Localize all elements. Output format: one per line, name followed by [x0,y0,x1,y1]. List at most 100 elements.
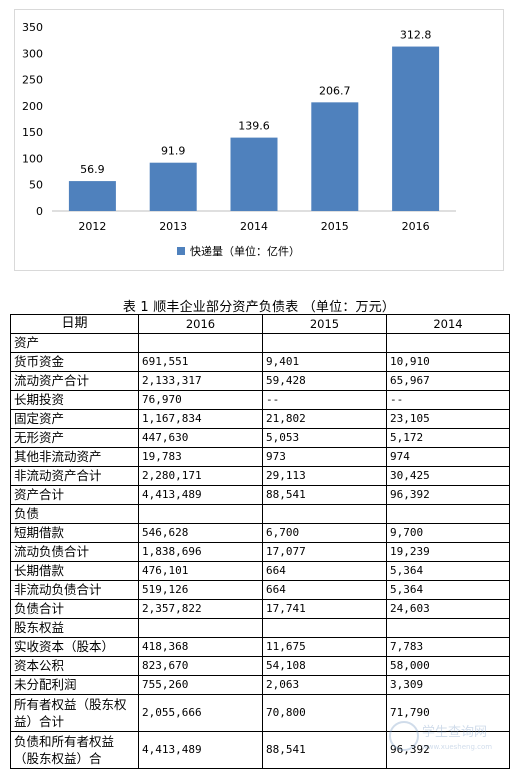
table-row: 固定资产 1,167,834 21,802 23,105 [10,409,510,429]
table-row: 资本公积 823,670 54,108 58,000 [10,656,510,676]
row-label: 短期借款 [10,523,139,543]
cell-2015: 9,401 [262,352,387,372]
cell-2014: 23,105 [386,409,510,429]
row-label: 负债合计 [10,599,139,619]
table-row: 其他非流动资产 19,783 973 974 [10,447,510,467]
bar-2013 [149,162,197,211]
table-row: 负债和所有者权益（股东权益）合 4,413,489 88,541 96,392 [10,731,510,769]
table-row: 实收资本（股本） 418,368 11,675 7,783 [10,637,510,657]
table-row: 货币资金 691,551 9,401 10,910 [10,352,510,372]
y-tick-label: 300 [22,47,43,60]
row-label: 长期借款 [10,561,139,581]
row-label: 资产合计 [10,485,139,505]
table-row: 流动资产合计 2,133,317 59,428 65,967 [10,371,510,391]
bar-2012 [68,181,116,211]
cell-2016: 755,260 [138,675,263,695]
cell-2016: 76,970 [138,390,263,410]
y-tick-label: 150 [22,126,43,139]
cell-2014: 5,364 [386,580,510,600]
cell-2015: 70,800 [262,694,387,732]
cell-2014: 10,910 [386,352,510,372]
bar-value-label: 139.6 [238,120,270,133]
cell-2014: 5,364 [386,561,510,581]
row-label: 所有者权益（股东权益）合计 [10,694,139,732]
x-tick-label: 2012 [78,220,106,233]
table-row: 资产 [10,333,510,353]
row-label: 股东权益 [10,618,139,638]
header-date: 日期 [10,314,139,334]
bar-2015 [311,102,359,211]
cell-2015: 17,077 [262,542,387,562]
y-tick-label: 250 [22,74,43,87]
table-row: 非流动资产合计 2,280,171 29,113 30,425 [10,466,510,486]
cell-2015: 5,053 [262,428,387,448]
cell-2016: 4,413,489 [138,485,263,505]
cell-2014: 65,967 [386,371,510,391]
table-row: 长期投资 76,970 -- -- [10,390,510,410]
header-2014: 2014 [386,314,510,334]
cell-2014: 30,425 [386,466,510,486]
bar-2016 [392,46,440,211]
cell-2016: 418,368 [138,637,263,657]
cell-2016: 1,838,696 [138,542,263,562]
cell-2015 [262,504,387,524]
cell-2016 [138,618,263,638]
cell-2016: 19,783 [138,447,263,467]
table-header-row: 日期 2016 2015 2014 [10,314,510,334]
y-tick-label: 50 [29,179,43,192]
cell-2014: 974 [386,447,510,467]
y-tick-label: 0 [36,205,43,218]
watermark-circle-icon [389,721,419,751]
row-label: 流动负债合计 [10,542,139,562]
y-tick-label: 100 [22,152,43,165]
cell-2015: 88,541 [262,485,387,505]
chart-frame [14,9,504,271]
cell-2016: 691,551 [138,352,263,372]
table-row: 股东权益 [10,618,510,638]
cell-2016: 2,055,666 [138,694,263,732]
table-row: 未分配利润 755,260 2,063 3,309 [10,675,510,695]
cell-2016: 519,126 [138,580,263,600]
cell-2016 [138,333,263,353]
table-row: 负债合计 2,357,822 17,741 24,603 [10,599,510,619]
y-tick-label: 350 [22,21,43,34]
cell-2015 [262,618,387,638]
chart-svg: 0 50 100 150 200 250 300 350 56.9 91.9 139.6 206.7… [22,21,456,258]
cell-2015: 6,700 [262,523,387,543]
cell-2015: 664 [262,580,387,600]
cell-2014: 5,172 [386,428,510,448]
row-label: 负债 [10,504,139,524]
row-label: 资产 [10,333,139,353]
row-label: 货币资金 [10,352,139,372]
cell-2015: 54,108 [262,656,387,676]
header-2015: 2015 [262,314,387,334]
bar-value-label: 91.9 [161,145,186,158]
cell-2014: 9,700 [386,523,510,543]
bar-value-label: 56.9 [80,163,105,176]
cell-2016: 1,167,834 [138,409,263,429]
cell-2015 [262,333,387,353]
legend-label: 快递量（单位：亿件） [190,244,300,258]
cell-2014: 7,783 [386,637,510,657]
table-row: 长期借款 476,101 664 5,364 [10,561,510,581]
table-row: 无形资产 447,630 5,053 5,172 [10,428,510,448]
table-row: 负债 [10,504,510,524]
row-label: 非流动资产合计 [10,466,139,486]
cell-2014 [386,618,510,638]
cell-2016: 476,101 [138,561,263,581]
cell-2015: 2,063 [262,675,387,695]
cell-2014: 19,239 [386,542,510,562]
row-label: 其他非流动资产 [10,447,139,467]
chart-legend: 快递量（单位：亿件） [177,244,300,258]
express-volume-chart: 0 50 100 150 200 250 300 350 56.9 91.9 139.6 206.7… [0,0,518,290]
cell-2015: -- [262,390,387,410]
balance-sheet-table: 日期 2016 2015 2014 资产 货币资金 691,551 9,401 10,9… [10,314,510,769]
y-tick-label: 200 [22,100,43,113]
cell-2014 [386,504,510,524]
row-label: 长期投资 [10,390,139,410]
cell-2016: 2,133,317 [138,371,263,391]
row-label: 固定资产 [10,409,139,429]
cell-2015: 17,741 [262,599,387,619]
legend-swatch [177,247,185,255]
row-label: 非流动负债合计 [10,580,139,600]
